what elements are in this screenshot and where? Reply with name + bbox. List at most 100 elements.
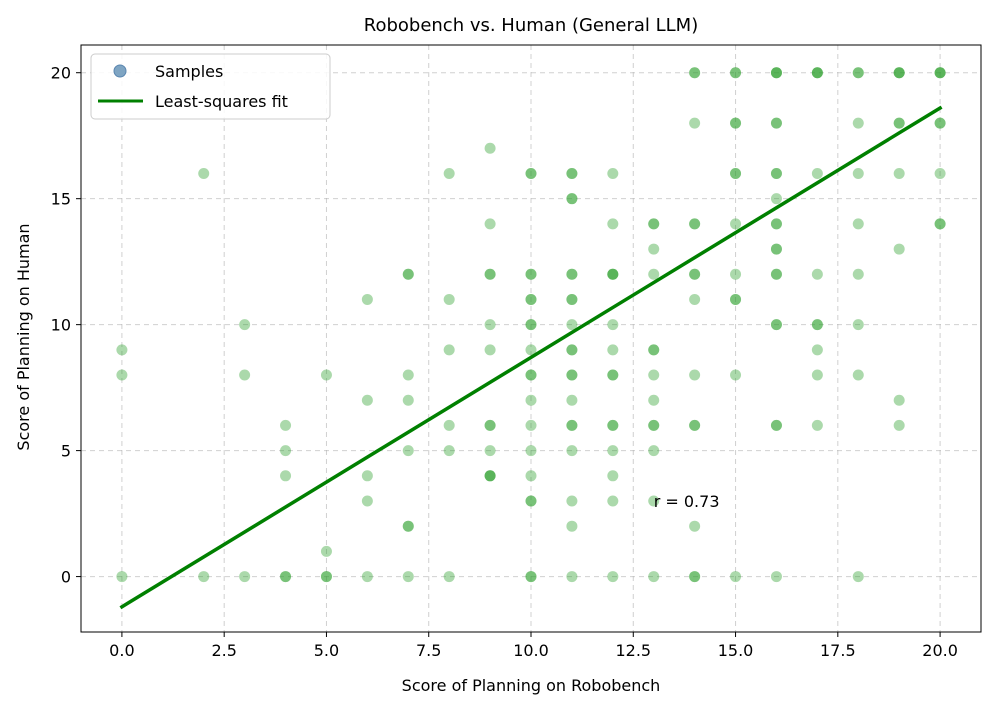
legend: Samples Least-squares fit — [90, 53, 331, 120]
scatter-point — [648, 218, 660, 230]
scatter-point — [607, 495, 619, 507]
scatter-point — [770, 419, 782, 431]
scatter-point — [607, 268, 619, 280]
scatter-point — [811, 344, 823, 356]
scatter-point — [607, 344, 619, 356]
scatter-point — [811, 167, 823, 179]
scatter-point — [607, 369, 619, 381]
y-tick-label: 15 — [51, 190, 71, 209]
scatter-point — [607, 167, 619, 179]
scatter-point — [525, 495, 537, 507]
scatter-point — [811, 369, 823, 381]
scatter-point — [770, 218, 782, 230]
scatter-point — [566, 394, 578, 406]
fit-line-layer — [119, 105, 943, 610]
scatter-point — [648, 571, 660, 583]
scatter-point — [566, 419, 578, 431]
x-tick-label: 2.5 — [211, 641, 236, 660]
y-axis-ticks: 0 5 10 15 20 — [51, 64, 81, 587]
scatter-point — [484, 142, 496, 154]
scatter-point — [525, 319, 537, 331]
scatter-point — [361, 495, 373, 507]
scatter-point — [689, 571, 701, 583]
scatter-point — [689, 571, 701, 583]
scatter-point — [648, 495, 660, 507]
scatter-point — [525, 167, 537, 179]
scatter-point — [648, 344, 660, 356]
scatter-point — [648, 268, 660, 280]
x-tick-label: 7.5 — [416, 641, 441, 660]
scatter-point — [525, 571, 537, 583]
scatter-point — [607, 268, 619, 280]
scatter-point — [443, 167, 455, 179]
scatter-point — [402, 520, 414, 532]
scatter-point — [893, 243, 905, 255]
scatter-point — [566, 520, 578, 532]
scatter-point — [607, 419, 619, 431]
scatter-point — [811, 319, 823, 331]
scatter-point — [525, 419, 537, 431]
scatter-point — [198, 571, 210, 583]
scatter-point — [566, 193, 578, 205]
scatter-point — [770, 571, 782, 583]
scatter-point — [730, 218, 742, 230]
scatter-point — [443, 344, 455, 356]
scatter-point — [852, 167, 864, 179]
scatter-point — [852, 571, 864, 583]
scatter-point — [689, 268, 701, 280]
scatter-point — [566, 268, 578, 280]
scatter-point — [770, 268, 782, 280]
scatter-point — [607, 369, 619, 381]
scatter-point — [852, 218, 864, 230]
scatter-point — [730, 117, 742, 129]
scatter-point — [811, 67, 823, 79]
scatter-point — [811, 67, 823, 79]
scatter-point — [607, 445, 619, 457]
scatter-point — [893, 419, 905, 431]
scatter-point — [607, 319, 619, 331]
scatter-point — [116, 571, 128, 583]
scatter-point — [689, 369, 701, 381]
scatter-point — [566, 344, 578, 356]
scatter-point — [730, 167, 742, 179]
scatter-point — [852, 67, 864, 79]
y-tick-label: 20 — [51, 64, 71, 83]
scatter-point — [689, 520, 701, 532]
scatter-point — [689, 268, 701, 280]
scatter-point — [484, 268, 496, 280]
scatter-point — [320, 545, 332, 557]
scatter-point — [893, 117, 905, 129]
scatter-point — [730, 167, 742, 179]
scatter-point — [689, 419, 701, 431]
legend-samples-marker — [113, 64, 127, 78]
x-axis-label: Score of Planning on Robobench — [402, 676, 661, 695]
scatter-point — [484, 319, 496, 331]
scatter-point — [648, 445, 660, 457]
scatter-point — [607, 571, 619, 583]
scatter-point — [402, 268, 414, 280]
scatter-point — [607, 419, 619, 431]
scatter-point — [402, 520, 414, 532]
scatter-point — [893, 394, 905, 406]
scatter-point — [280, 571, 292, 583]
scatter-point — [320, 369, 332, 381]
y-tick-label: 10 — [51, 316, 71, 335]
legend-box — [90, 53, 331, 120]
scatter-point — [730, 571, 742, 583]
scatter-point — [525, 268, 537, 280]
scatter-point — [525, 268, 537, 280]
scatter-point — [934, 67, 946, 79]
scatter-point — [280, 571, 292, 583]
scatter-point — [770, 67, 782, 79]
scatter-point — [689, 419, 701, 431]
scatter-point — [320, 571, 332, 583]
scatter-point — [402, 268, 414, 280]
scatter-point — [566, 445, 578, 457]
y-tick-label: 5 — [61, 442, 71, 461]
x-tick-label: 12.5 — [615, 641, 651, 660]
scatter-point — [770, 243, 782, 255]
scatter-point — [770, 117, 782, 129]
scatter-point — [566, 268, 578, 280]
scatter-point — [730, 117, 742, 129]
scatter-point — [566, 419, 578, 431]
